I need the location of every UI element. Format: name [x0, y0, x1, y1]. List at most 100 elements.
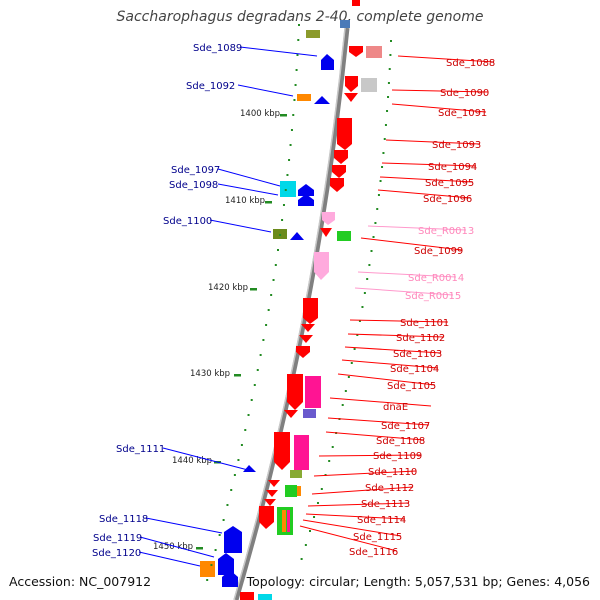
gene-sde-1112-b[interactable] [285, 485, 297, 497]
ruler-tick [253, 384, 256, 386]
gene-label-left[interactable]: Sde_1092 [186, 81, 235, 92]
gene-sde-1102[interactable] [301, 324, 315, 332]
gene-label-right[interactable]: Sde_1108 [376, 436, 425, 447]
gene-dnae[interactable] [305, 376, 321, 408]
callout-line [341, 359, 439, 369]
gene-label-left[interactable]: Sde_1097 [171, 165, 220, 176]
gene-label-right[interactable]: Sde_1101 [400, 318, 449, 329]
callout-line [357, 271, 457, 278]
callout-line [377, 189, 472, 199]
gene-label-right[interactable]: Sde_R0015 [405, 291, 461, 302]
gene-orange-1[interactable] [297, 94, 311, 101]
gene-sde-1096[interactable] [330, 178, 344, 192]
callout-line [327, 417, 430, 426]
gene-top-grey[interactable] [340, 20, 350, 28]
gene-sde-1090-b[interactable] [361, 78, 377, 92]
gene-orange-2[interactable] [200, 561, 215, 577]
gene-label-right[interactable]: Sde_1096 [423, 194, 472, 205]
gene-label-right[interactable]: Sde_1103 [393, 349, 442, 360]
gene-sde-1088-b[interactable] [366, 46, 382, 58]
gene-label-left[interactable]: Sde_1111 [116, 444, 165, 455]
gene-label-right[interactable]: Sde_R0013 [418, 226, 474, 237]
gene-sde-1107[interactable] [284, 410, 298, 418]
gene-sde-1091[interactable] [344, 93, 358, 102]
gene-label-left[interactable]: Sde_1100 [163, 216, 212, 227]
gene-sde-1099-a[interactable] [320, 228, 332, 237]
gene-sde-1090-a[interactable] [345, 76, 358, 92]
genome-backbone-highlight [233, 27, 346, 600]
gene-dnae-b[interactable] [303, 409, 316, 418]
gene-label-right[interactable]: Sde_R0014 [408, 273, 464, 284]
gene-label-left[interactable]: Sde_1118 [99, 514, 148, 525]
gene-sde-1104[interactable] [296, 346, 310, 358]
gene-label-right[interactable]: Sde_1105 [387, 381, 436, 392]
gene-label-right[interactable]: Sde_1102 [396, 333, 445, 344]
gene-label-right[interactable]: Sde_1107 [381, 421, 430, 432]
gene-sde-1101[interactable] [303, 298, 318, 324]
gene-olive-1[interactable] [306, 30, 320, 38]
gene-label-right[interactable]: Sde_1093 [432, 140, 481, 151]
gene-label-left[interactable]: Sde_1120 [92, 548, 141, 559]
gene-sde-1112-c[interactable] [297, 486, 301, 496]
gene-cyan-1[interactable] [280, 181, 296, 197]
gene-sde-1103[interactable] [299, 335, 313, 343]
gene-label-right[interactable]: Sde_1094 [428, 162, 477, 173]
scale-tick [250, 288, 257, 291]
gene-sde-1109[interactable] [294, 435, 309, 470]
ruler-tick-outer [320, 488, 323, 490]
gene-label-right[interactable]: Sde_1099 [414, 246, 463, 257]
gene-label-left[interactable]: Sde_1089 [193, 43, 242, 54]
gene-top-a[interactable] [352, 0, 360, 6]
gene-sde-1095[interactable] [332, 165, 346, 178]
ruler-tick [240, 444, 243, 446]
gene-sde-1110[interactable] [290, 470, 302, 478]
gene-sde-1099-b[interactable] [337, 231, 351, 241]
gene-label-right[interactable]: Sde_1114 [357, 515, 406, 526]
gene-label-right[interactable]: Sde_1112 [365, 483, 414, 494]
callout-line [302, 519, 402, 537]
gene-label-right[interactable]: Sde_1115 [353, 532, 402, 543]
callout-line [217, 183, 279, 196]
gene-sde-1105[interactable] [287, 374, 303, 410]
gene-label-left[interactable]: Sde_1119 [93, 533, 142, 544]
gene-label-right[interactable]: Sde_1088 [446, 58, 495, 69]
gene-sde-1098[interactable] [298, 194, 314, 206]
rna-sde-r0013[interactable] [322, 212, 335, 225]
gene-cyan-2[interactable] [258, 594, 272, 600]
gene-sde-1089[interactable] [321, 54, 334, 70]
ruler-tick [282, 204, 285, 206]
gene-sde-1094[interactable] [334, 150, 348, 164]
ruler-tick [270, 294, 273, 296]
gene-sde-1120[interactable] [222, 570, 238, 587]
gene-label-right[interactable]: Sde_1113 [361, 499, 410, 510]
gene-sde-1088-a[interactable] [349, 46, 363, 57]
gene-sde-1100[interactable] [290, 232, 304, 240]
gene-sde-1092[interactable] [314, 96, 330, 104]
gene-sde-1097[interactable] [298, 184, 314, 196]
gene-sde-1115[interactable] [259, 506, 274, 529]
rna-sde-r0014[interactable] [314, 252, 329, 280]
gene-label-right[interactable]: Sde_1109 [373, 451, 422, 462]
gene-sde-1116-b[interactable] [282, 510, 286, 532]
gene-label-right[interactable]: Sde_1116 [349, 547, 398, 558]
gene-sde-1111[interactable] [243, 465, 256, 472]
gene-label-right[interactable]: dnaE [383, 402, 408, 413]
gene-sde-1108[interactable] [274, 432, 290, 470]
gene-sde-1114[interactable] [264, 499, 276, 506]
gene-sde-1112-a[interactable] [268, 480, 280, 487]
forward-strand-features [240, 0, 382, 600]
gene-label-right[interactable]: Sde_1091 [438, 108, 487, 119]
gene-label-right[interactable]: Sde_1090 [440, 88, 489, 99]
gene-bottom[interactable] [240, 592, 254, 600]
gene-sde-1118[interactable] [224, 526, 242, 553]
gene-sde-1119[interactable] [218, 553, 234, 575]
gene-sde-1116-c[interactable] [287, 510, 290, 532]
callout-line [349, 319, 449, 323]
gene-sde-1093[interactable] [337, 118, 352, 150]
gene-label-right[interactable]: Sde_1104 [390, 364, 439, 375]
gene-label-right[interactable]: Sde_1110 [368, 467, 417, 478]
ruler-tick [267, 309, 270, 311]
gene-label-right[interactable]: Sde_1095 [425, 178, 474, 189]
gene-sde-1113[interactable] [266, 490, 278, 497]
gene-label-left[interactable]: Sde_1098 [169, 180, 218, 191]
